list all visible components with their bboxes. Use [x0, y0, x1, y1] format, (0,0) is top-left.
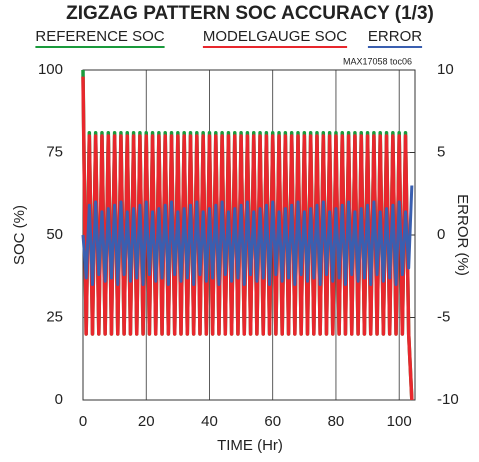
- legend-label: ERROR: [368, 28, 422, 45]
- x-tick-label: 40: [201, 413, 218, 430]
- annotation: MAX17058 toc06: [343, 56, 412, 66]
- legend-label: REFERENCE SOC: [35, 28, 164, 45]
- x-tick-label: 60: [264, 413, 281, 430]
- y-tick-label: 25: [46, 308, 63, 325]
- y2-tick-label: 5: [437, 143, 445, 160]
- y2-tick-label: -10: [437, 391, 459, 408]
- x-tick-label: 20: [138, 413, 155, 430]
- y2-tick-label: 10: [437, 61, 454, 78]
- x-tick-label: 100: [387, 413, 412, 430]
- x-tick-label: 0: [79, 413, 87, 430]
- chart-title: ZIGZAG PATTERN SOC ACCURACY (1/3): [66, 3, 434, 24]
- y-tick-label: 75: [46, 143, 63, 160]
- y2-tick-label: 0: [437, 226, 445, 243]
- y-tick-label: 0: [55, 391, 63, 408]
- x-axis-label: TIME (Hr): [217, 437, 283, 454]
- y2-axis-label: ERROR (%): [454, 194, 471, 276]
- series-line: [81, 185, 414, 286]
- legend-label: MODELGAUGE SOC: [203, 28, 347, 45]
- y-tick-label: 50: [46, 226, 63, 243]
- y2-tick-label: -5: [437, 308, 450, 325]
- x-tick-label: 80: [328, 413, 345, 430]
- y-tick-label: 100: [38, 61, 63, 78]
- y-axis-label: SOC (%): [11, 205, 28, 265]
